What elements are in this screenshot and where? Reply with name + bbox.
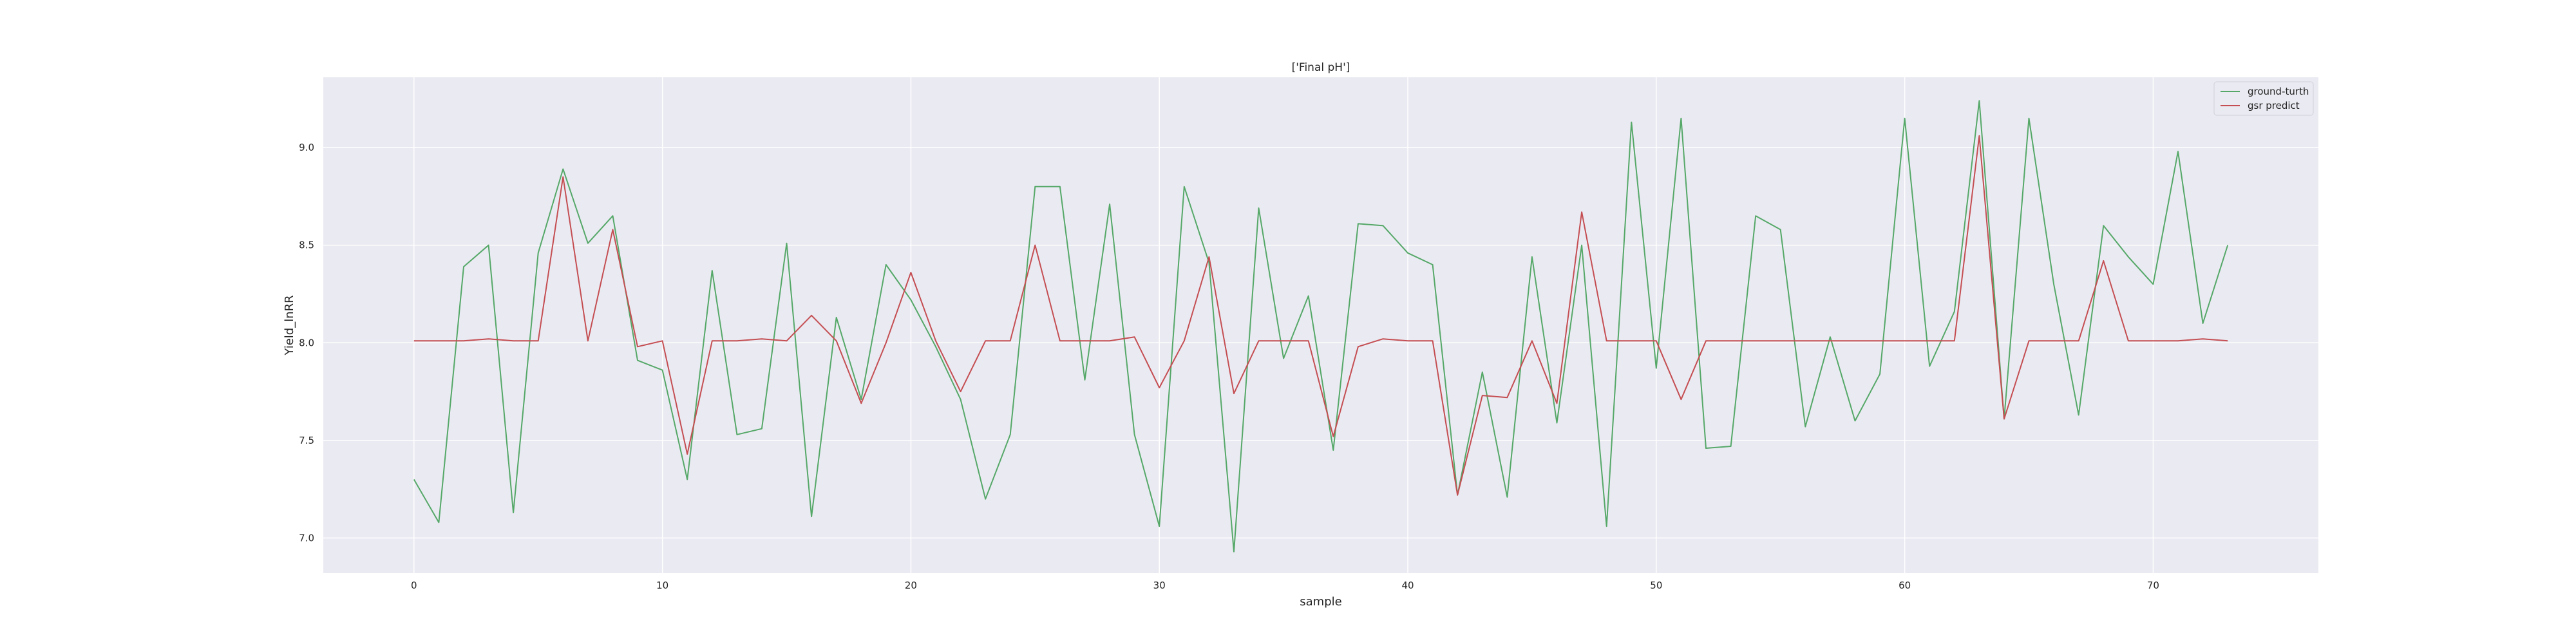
x-axis-label: sample	[1300, 595, 1341, 609]
plot-area-background	[323, 77, 2318, 573]
x-tick-label: 50	[1650, 580, 1662, 591]
legend-label-gsr-predict: gsr predict	[2248, 100, 2300, 111]
series-line-gsr-predict	[413, 135, 2228, 496]
x-tick-label: 60	[1899, 580, 1911, 591]
y-tick-label: 7.5	[299, 435, 314, 446]
chart-title: ['Final pH']	[1292, 61, 1350, 74]
series-lines	[413, 100, 2229, 553]
x-tick-label: 0	[411, 580, 417, 591]
legend-label-ground-turth: ground-turth	[2248, 86, 2309, 97]
y-tick-label: 8.5	[299, 240, 314, 251]
y-tick-label: 9.0	[299, 142, 314, 153]
series-line-ground-turth	[413, 100, 2229, 553]
y-axis-label: Yield_lnRR	[283, 295, 296, 355]
x-tick-label: 40	[1401, 580, 1414, 591]
x-tick-label: 70	[2147, 580, 2159, 591]
legend: ground-turth gsr predict	[2213, 81, 2314, 116]
y-tick-labels: 7.0 7.5 8.0 8.5 9.0	[299, 142, 314, 544]
y-tick-label: 7.0	[299, 532, 314, 544]
x-tick-label: 20	[905, 580, 917, 591]
x-tick-label: 30	[1153, 580, 1166, 591]
legend-box	[2213, 81, 2314, 116]
x-tick-labels: 0 10 20 30 40 50 60 70	[411, 580, 2159, 591]
x-tick-label: 10	[656, 580, 668, 591]
y-tick-label: 8.0	[299, 337, 314, 348]
